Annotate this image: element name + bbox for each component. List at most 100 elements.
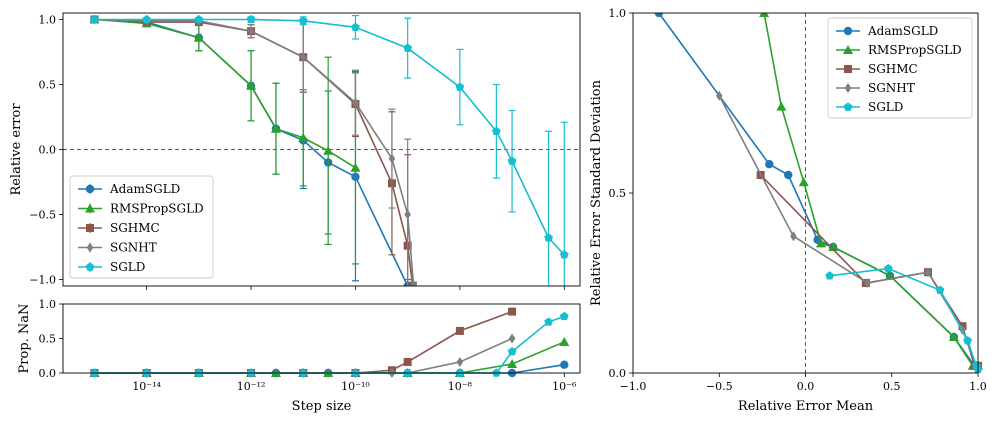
data-point <box>507 347 517 356</box>
legend-label: SGNHT <box>868 81 915 95</box>
y-tick-label: 0.0 <box>609 367 627 380</box>
data-point-shape <box>864 278 871 288</box>
plot-area <box>89 14 569 286</box>
data-point-shape <box>654 13 664 18</box>
data-point <box>776 101 787 111</box>
x-tick-label: 0.0 <box>797 380 815 393</box>
legend-marker-shape <box>843 102 853 111</box>
series-line <box>718 95 978 367</box>
data-point <box>194 14 204 24</box>
legend-marker <box>85 184 95 194</box>
data-point <box>193 32 204 42</box>
data-point <box>924 267 932 278</box>
data-point-shape <box>935 285 945 294</box>
x-tick-label: 10⁻¹² <box>237 380 266 393</box>
y-tick-label: 0.5 <box>39 333 57 346</box>
data-point <box>388 153 396 164</box>
data-point-shape <box>508 333 516 344</box>
data-point <box>828 242 839 251</box>
data-point <box>948 332 959 341</box>
data-point <box>559 311 569 321</box>
data-point <box>403 357 412 366</box>
legend-label: RMSPropSGLD <box>868 43 962 57</box>
data-point-shape <box>350 162 361 172</box>
legend-label: SGLD <box>110 260 145 274</box>
series-sgld <box>825 264 983 374</box>
data-point-shape <box>298 16 308 25</box>
data-point-shape <box>784 170 793 180</box>
data-point <box>507 359 518 369</box>
y-tick-label: 0.5 <box>39 79 57 92</box>
data-point <box>559 250 569 259</box>
y-tick-label: 1.0 <box>39 14 57 27</box>
legend-label: SGLD <box>868 100 903 114</box>
y-axis-label: Relative error <box>9 103 24 196</box>
x-tick-label: 10⁻¹⁰ <box>341 380 370 393</box>
plot-frame <box>632 12 979 374</box>
data-point-shape <box>507 156 517 165</box>
series-sgld <box>90 14 569 286</box>
data-point-shape <box>883 264 893 273</box>
x-axis-label: Step size <box>292 399 352 414</box>
data-point-shape <box>828 242 839 251</box>
legend-marker <box>843 26 853 36</box>
data-point <box>935 285 945 294</box>
data-point <box>299 52 307 63</box>
data-point <box>455 326 464 335</box>
data-point-shape <box>559 336 570 346</box>
legend-label: SGNHT <box>110 241 157 255</box>
data-point-shape <box>455 326 464 335</box>
legend-marker-shape <box>85 184 95 194</box>
data-point-shape <box>816 238 827 248</box>
data-point <box>816 238 827 248</box>
series-line <box>94 18 356 169</box>
data-point <box>798 177 809 187</box>
data-point-shape <box>948 332 959 341</box>
data-point-shape <box>404 209 411 220</box>
legend-marker-shape <box>86 242 94 253</box>
legend-marker-shape <box>843 45 853 54</box>
legend-marker <box>843 45 853 54</box>
legend-label: SGHMC <box>868 62 918 76</box>
legend-marker-shape <box>844 83 852 93</box>
data-point <box>142 14 152 24</box>
data-point-shape <box>246 80 257 90</box>
y-tick-label: −0.5 <box>29 209 56 222</box>
data-point-shape <box>270 123 281 133</box>
data-point-shape <box>924 267 932 278</box>
legend-marker <box>86 224 94 232</box>
panel-mean-vs-std: −1.0 −0.5 0.0 0.5 1.0 0.0 0.5 1.0 Relative Error… <box>589 7 987 414</box>
y-tick-label: 1.0 <box>609 7 627 20</box>
data-point <box>323 145 334 155</box>
data-point <box>352 97 359 108</box>
y-tick-label: 0.5 <box>609 187 627 200</box>
data-point-shape <box>299 52 307 63</box>
legend-label: RMSPropSGLD <box>110 202 204 216</box>
panel-prop-nan: 0.0 0.5 1.0 10⁻¹⁴ 10⁻¹² 10⁻¹⁰ 10⁻⁸ 10⁻⁶ Step siz… <box>17 298 581 414</box>
data-point <box>963 336 973 345</box>
data-point-shape <box>544 317 553 326</box>
data-point <box>90 14 99 24</box>
legend: AdamSGLD RMSPropSGLD SGHMC SGNHT SGLD <box>827 17 973 119</box>
data-point-shape <box>403 357 412 366</box>
data-point-shape <box>963 336 973 345</box>
data-point-shape <box>559 311 569 321</box>
series-sghmc <box>90 307 517 377</box>
data-point <box>508 307 517 316</box>
legend-box <box>827 17 973 119</box>
data-point-shape <box>560 360 569 369</box>
data-point <box>298 132 309 142</box>
data-point-shape <box>885 270 896 280</box>
x-tick-label: −1.0 <box>620 380 647 393</box>
legend: AdamSGLD RMSPropSGLD SGHMC SGNHT SGLD <box>69 175 214 279</box>
data-point-shape <box>544 233 553 242</box>
legend-marker <box>844 83 852 93</box>
legend-box <box>69 175 214 279</box>
data-point-shape <box>508 307 517 316</box>
x-tick-label: −0.5 <box>706 380 733 393</box>
data-point-shape <box>798 177 809 187</box>
data-point-shape <box>193 32 204 42</box>
data-point-shape <box>142 14 152 24</box>
series-line <box>94 18 565 256</box>
data-point <box>544 233 553 242</box>
